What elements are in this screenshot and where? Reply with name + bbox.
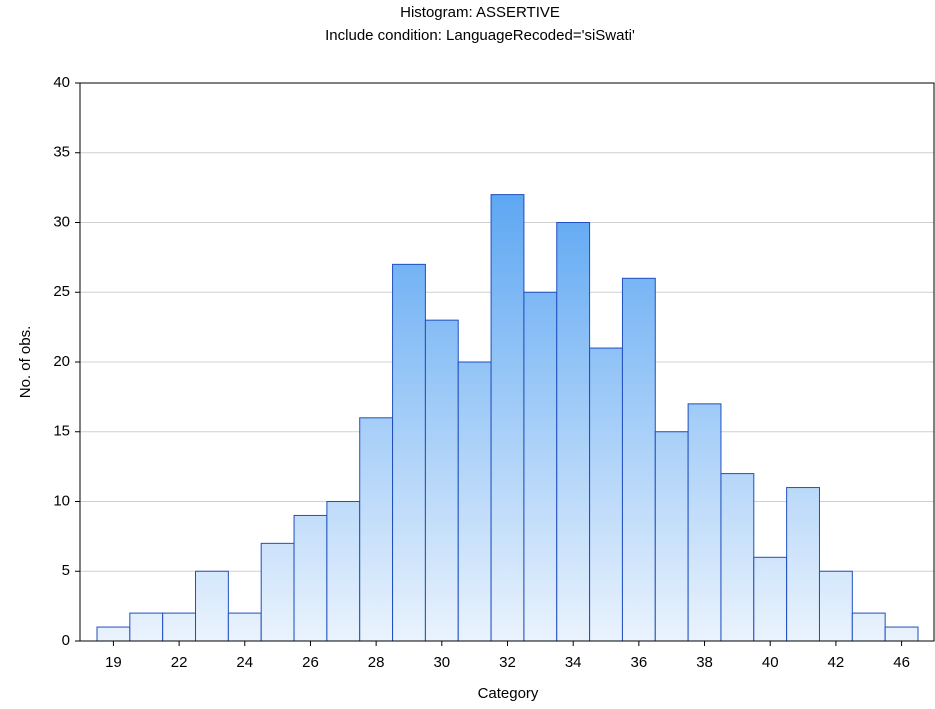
bar [621,277,656,642]
chart-subtitle: Include condition: LanguageRecoded='siSw… [325,27,635,44]
bar [96,626,131,642]
y-tick-label: 40 [53,74,70,91]
bar [424,319,459,642]
y-tick-label: 15 [53,423,70,440]
x-tick-label: 36 [631,654,648,671]
bar [359,417,394,642]
bar [753,556,788,642]
bar [523,291,558,642]
x-tick-label: 34 [565,654,582,671]
bar [195,570,229,642]
bar [654,431,689,642]
bar [326,501,361,642]
bar [260,542,295,642]
x-tick-label: 38 [696,654,713,671]
plot-area: 0 5 10 15 20 25 30 35 40 19 22 24 26 28 30 32 34 36 38 40 42… [53,74,935,671]
bar [720,473,755,642]
y-tick-label: 0 [62,632,70,649]
x-tick-label: 24 [236,654,253,671]
x-tick-label: 28 [368,654,385,671]
x-tick-label: 32 [499,654,516,671]
bar [227,612,262,642]
bar [786,487,820,642]
bar [556,222,591,642]
bar [884,626,919,642]
bar [687,403,722,642]
x-tick-label: 19 [105,654,122,671]
y-tick-label: 5 [62,562,70,579]
y-tick-label: 10 [53,492,70,509]
y-tick-label: 35 [53,144,70,161]
x-axis-label: Category [478,685,539,702]
x-tick-label: 42 [828,654,845,671]
bar [129,612,164,642]
x-tick-label: 40 [762,654,779,671]
bar [589,347,623,642]
bar [293,514,328,642]
bar [457,361,492,642]
x-tick-label: 30 [433,654,450,671]
bar [851,612,886,642]
y-tick-label: 20 [53,353,70,370]
bar [392,263,426,642]
y-tick-label: 25 [53,283,70,300]
y-tick-label: 30 [53,213,70,230]
plot-frame [79,82,935,642]
bar [162,612,197,642]
x-tick-label: 22 [171,654,188,671]
x-tick-label: 26 [302,654,319,671]
bar [818,570,853,642]
x-tick-label: 46 [893,654,910,671]
y-axis-label: No. of obs. [17,326,34,399]
chart-title: Histogram: ASSERTIVE [400,4,560,21]
bar [490,194,525,642]
